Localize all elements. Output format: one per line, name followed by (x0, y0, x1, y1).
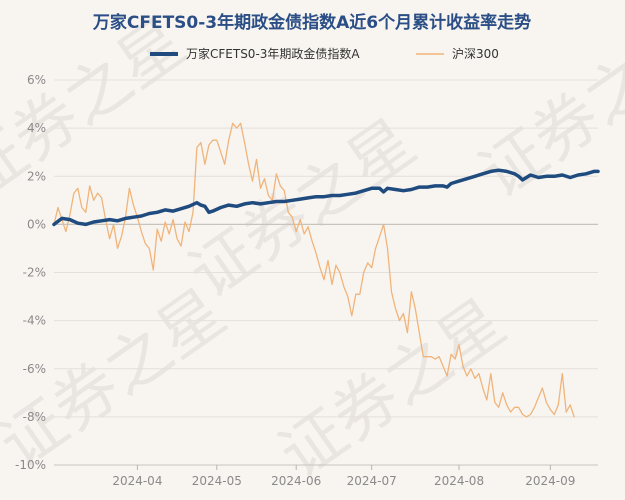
y-tick-label: -10% (15, 458, 46, 472)
x-tick-label: 2024-08 (434, 474, 484, 488)
y-tick-label: 2% (27, 169, 46, 183)
x-tick-label: 2024-05 (192, 474, 242, 488)
y-tick-label: 0% (27, 217, 46, 231)
series-group (52, 122, 600, 418)
chart-title: 万家CFETS0-3年期政金债指数A近6个月累计收益率走势 (92, 12, 531, 33)
x-tick-label: 2024-04 (112, 474, 162, 488)
watermark-text: 证券之星 (467, 6, 625, 213)
y-tick-label: 6% (27, 73, 46, 87)
legend: 万家CFETS0-3年期政金债指数A 沪深300 (150, 46, 499, 61)
x-tick-label: 2024-06 (271, 474, 321, 488)
watermark-text: 证券之星 (0, 276, 239, 483)
series-line-hs300 (53, 122, 575, 418)
y-axis: 6% 4% 2% 0% -2% -4% -6% -8% -10% (15, 73, 46, 472)
x-tick-label: 2024-09 (525, 474, 575, 488)
legend-label-1: 沪深300 (452, 47, 499, 61)
legend-label-0: 万家CFETS0-3年期政金债指数A (186, 46, 360, 61)
x-axis: 2024-04 2024-05 2024-06 2024-07 2024-08 2024-… (54, 464, 598, 488)
y-tick-label: -4% (23, 314, 46, 328)
y-tick-label: -8% (23, 410, 46, 424)
y-tick-label: 4% (27, 121, 46, 135)
y-tick-label: -6% (23, 362, 46, 376)
y-tick-label: -2% (23, 266, 46, 280)
watermark-text: 证券之星 (267, 286, 519, 493)
series-line-fund (52, 168, 600, 227)
x-tick-label: 2024-07 (347, 474, 397, 488)
